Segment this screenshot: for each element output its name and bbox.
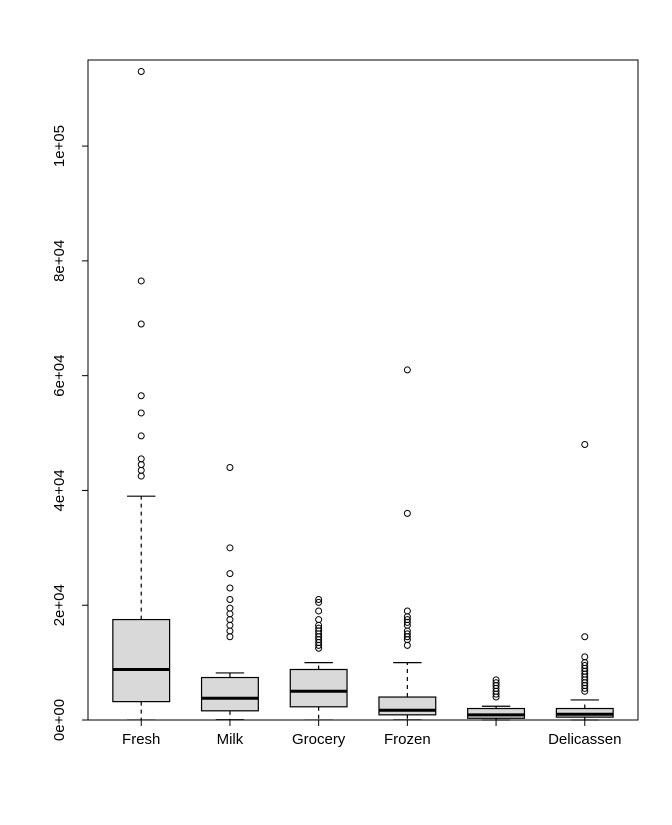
outlier-point [227, 571, 233, 577]
y-tick-label: 1e+05 [51, 125, 68, 167]
outlier-point [582, 654, 588, 660]
outlier-point [138, 393, 144, 399]
outlier-point [227, 611, 233, 617]
outlier-point [582, 634, 588, 640]
outlier-point [227, 634, 233, 640]
outlier-point [227, 464, 233, 470]
box-rect [202, 678, 259, 711]
outlier-point [138, 473, 144, 479]
box-milk [202, 464, 259, 719]
y-tick-label-group: 2e+04 [51, 584, 68, 626]
outlier-point [227, 585, 233, 591]
x-tick-label: Delicassen [548, 731, 621, 748]
outlier-point [227, 617, 233, 623]
outlier-point [404, 642, 410, 648]
x-tick-label: Frozen [384, 731, 431, 748]
outlier-point [316, 617, 322, 623]
outlier-point [404, 608, 410, 614]
outlier-point [404, 367, 410, 373]
y-tick-label: 0e+00 [51, 699, 68, 741]
box-rect [113, 620, 170, 702]
box-fresh [113, 68, 170, 719]
outlier-point [138, 462, 144, 468]
box-grocery [290, 596, 347, 719]
outlier-point [138, 410, 144, 416]
box-rect [290, 669, 347, 706]
outlier-point [138, 321, 144, 327]
outlier-point [582, 442, 588, 448]
outlier-point [227, 545, 233, 551]
outlier-point [316, 608, 322, 614]
x-tick-label: Fresh [122, 731, 160, 748]
y-tick-label: 4e+04 [51, 469, 68, 511]
y-tick-label: 6e+04 [51, 355, 68, 397]
y-tick-label-group: 1e+05 [51, 125, 68, 167]
box-delicassen [556, 442, 613, 720]
box-rect [379, 697, 436, 715]
boxplot-chart: 0e+00 2e+04 4e+04 6e+04 8e+04 1e+05 Fresh Milk G… [0, 0, 672, 825]
y-tick-label-group: 4e+04 [51, 469, 68, 511]
outlier-point [227, 596, 233, 602]
x-tick-label: Grocery [292, 731, 346, 748]
plot-panel [88, 60, 638, 720]
outlier-point [404, 510, 410, 516]
outlier-point [227, 622, 233, 628]
outlier-point [227, 605, 233, 611]
outlier-point [138, 467, 144, 473]
y-tick-label: 8e+04 [51, 240, 68, 282]
outlier-point [138, 433, 144, 439]
outlier-point [138, 456, 144, 462]
box-detergents_paper [468, 677, 525, 720]
x-tick-label: Milk [217, 731, 244, 748]
y-tick-label-group: 0e+00 [51, 699, 68, 741]
y-tick-label-group: 8e+04 [51, 240, 68, 282]
outlier-point [138, 68, 144, 74]
box-frozen [379, 367, 436, 720]
outlier-point [138, 278, 144, 284]
y-tick-label-group: 6e+04 [51, 355, 68, 397]
y-tick-label: 2e+04 [51, 584, 68, 626]
outlier-point [227, 628, 233, 634]
